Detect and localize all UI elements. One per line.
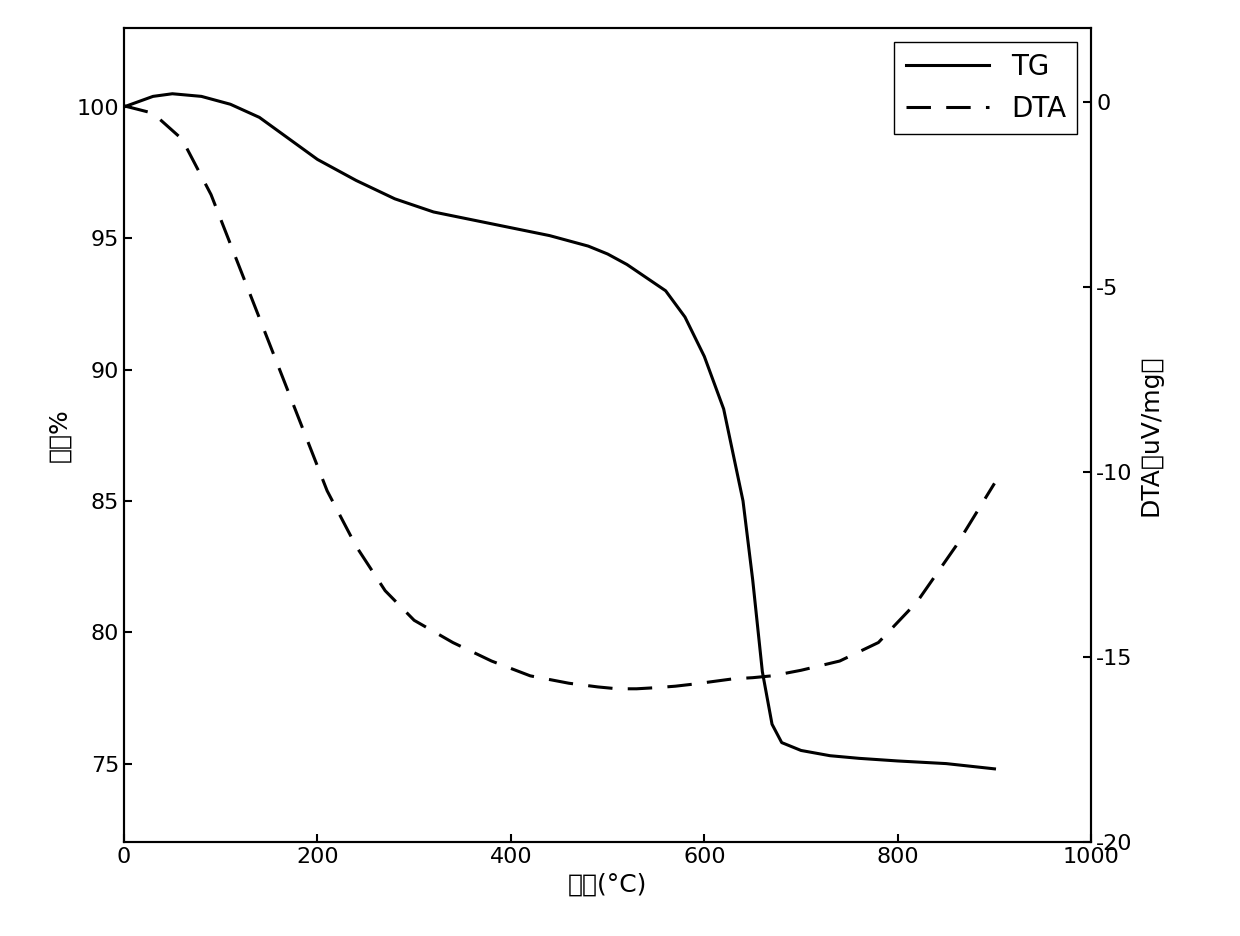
DTA: [668, 680, 683, 692]
DTA: [794, 665, 808, 676]
Legend: TG, DTA: TG, DTA: [894, 42, 1078, 134]
DTA: [320, 485, 335, 496]
TG: [620, 259, 635, 271]
TG: [348, 175, 363, 186]
TG: [697, 351, 712, 362]
TG: [987, 763, 1002, 774]
TG: [145, 91, 160, 102]
TG: [717, 403, 732, 415]
TG: [639, 272, 653, 284]
Y-axis label: 失重%: 失重%: [47, 408, 71, 462]
TG: [774, 737, 789, 748]
DTA: [832, 655, 847, 666]
TG: [735, 495, 750, 506]
DTA: [745, 672, 760, 683]
TG: [600, 248, 615, 259]
DTA: [523, 670, 538, 681]
DTA: [562, 678, 577, 689]
TG: [193, 91, 208, 102]
DTA: [590, 681, 605, 693]
TG: [117, 101, 131, 112]
TG: [542, 230, 557, 241]
DTA: [649, 682, 663, 694]
DTA: [233, 263, 248, 274]
TG: [890, 755, 905, 767]
DTA: [610, 683, 625, 695]
TG: [765, 719, 780, 730]
DTA: [987, 477, 1002, 489]
DTA: [262, 337, 277, 348]
X-axis label: 温度(°C): 温度(°C): [568, 872, 647, 897]
Line: TG: TG: [124, 94, 994, 768]
TG: [465, 214, 480, 226]
TG: [794, 745, 808, 756]
TG: [677, 312, 692, 323]
DTA: [707, 676, 722, 687]
DTA: [145, 108, 160, 119]
DTA: [687, 679, 702, 690]
DTA: [910, 596, 925, 607]
DTA: [765, 670, 780, 681]
Line: DTA: DTA: [124, 106, 994, 689]
DTA: [203, 189, 218, 200]
DTA: [629, 683, 644, 695]
TG: [580, 241, 595, 252]
DTA: [725, 673, 740, 684]
DTA: [348, 541, 363, 552]
TG: [310, 154, 325, 165]
Y-axis label: DTA（uV/mg）: DTA（uV/mg）: [1138, 355, 1162, 516]
DTA: [378, 585, 393, 596]
DTA: [117, 100, 131, 111]
TG: [755, 666, 770, 678]
TG: [852, 753, 867, 764]
TG: [745, 574, 760, 585]
TG: [939, 758, 954, 769]
TG: [503, 222, 518, 233]
TG: [165, 88, 180, 99]
TG: [387, 193, 402, 204]
DTA: [175, 134, 190, 145]
DTA: [290, 411, 305, 422]
DTA: [949, 541, 963, 552]
TG: [281, 133, 296, 144]
TG: [252, 111, 267, 123]
TG: [658, 285, 673, 297]
DTA: [445, 636, 460, 648]
TG: [223, 98, 238, 110]
DTA: [484, 655, 498, 666]
DTA: [870, 636, 885, 648]
TG: [427, 206, 441, 217]
DTA: [407, 615, 422, 626]
TG: [822, 750, 837, 761]
